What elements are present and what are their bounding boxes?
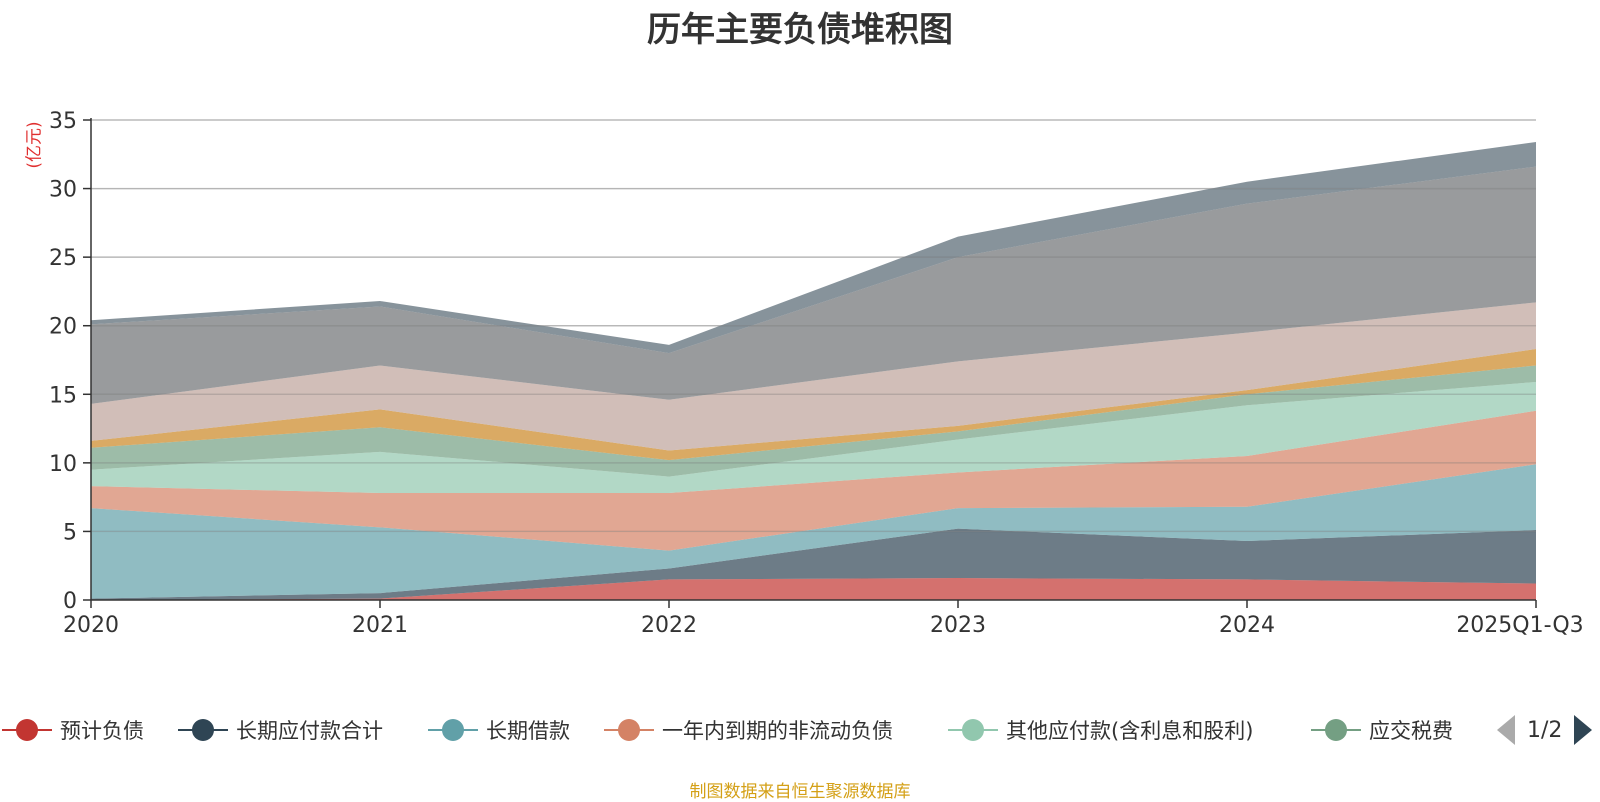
legend-marker-icon xyxy=(604,719,654,741)
legend-label: 应交税费 xyxy=(1369,719,1453,743)
area-series-1 xyxy=(91,578,1536,600)
area-series-6 xyxy=(91,365,1536,477)
y-tick-label: 25 xyxy=(49,246,77,271)
legend-item[interactable]: 其他应付款(含利息和股利) xyxy=(948,710,1253,750)
area-series-3 xyxy=(91,464,1536,599)
legend: 预计负债 长期应付款合计 长期借款 一年内到期的非流动负债 其他应付款(含利息和股利) 应… xyxy=(0,710,1600,750)
y-tick-label: 15 xyxy=(49,383,77,408)
legend-item[interactable]: 长期应付款合计 xyxy=(178,710,383,750)
legend-pager: 1/2 xyxy=(1497,710,1593,750)
legend-marker-icon xyxy=(1311,719,1361,741)
area-series-10 xyxy=(91,141,1536,354)
legend-label: 长期应付款合计 xyxy=(236,719,383,743)
legend-prev-page-icon[interactable] xyxy=(1497,715,1515,745)
area-series-8 xyxy=(91,302,1536,451)
y-tick-label: 30 xyxy=(49,178,77,203)
area-series-5 xyxy=(91,381,1536,494)
legend-item[interactable]: 长期借款 xyxy=(428,710,570,750)
legend-item[interactable]: 预计负债 xyxy=(2,710,144,750)
legend-label: 长期借款 xyxy=(486,719,570,743)
source-note: 制图数据来自恒生聚源数据库 xyxy=(689,782,911,802)
y-tick-label: 10 xyxy=(49,452,77,477)
legend-marker-icon xyxy=(428,719,478,741)
x-tick-label: 2024 xyxy=(1219,613,1275,638)
x-tick-label: 2025Q1-Q3 xyxy=(1456,613,1583,638)
legend-item[interactable]: 应交税费 xyxy=(1311,710,1453,750)
y-tick-label: 0 xyxy=(63,589,77,614)
area-series-9 xyxy=(91,166,1536,404)
legend-label: 其他应付款(含利息和股利) xyxy=(1006,719,1254,743)
x-tick-label: 2021 xyxy=(352,613,408,638)
y-tick-label: 5 xyxy=(63,520,77,545)
area-series-7 xyxy=(91,349,1536,461)
legend-label: 一年内到期的非流动负债 xyxy=(662,719,893,743)
legend-marker-icon xyxy=(178,719,228,741)
legend-item[interactable]: 一年内到期的非流动负债 xyxy=(604,710,893,750)
legend-page-indicator: 1/2 xyxy=(1527,717,1563,743)
x-tick-label: 2022 xyxy=(641,613,697,638)
y-tick-label: 35 xyxy=(49,109,77,134)
x-tick-label: 2020 xyxy=(63,613,119,638)
axes: 0 5 10 15 20 25 30 35 2020 2021 2022 2023 2024 2025Q1… xyxy=(49,109,1584,638)
chart-plot: 0 5 10 15 20 25 30 35 2020 2021 2022 2023 2024 2025Q1… xyxy=(49,109,1584,638)
legend-marker-icon xyxy=(948,719,998,741)
legend-marker-icon xyxy=(2,719,52,741)
legend-next-page-icon[interactable] xyxy=(1574,715,1593,745)
legend-label: 预计负债 xyxy=(60,719,144,743)
y-tick-label: 20 xyxy=(49,315,77,340)
area-series-2 xyxy=(91,528,1536,600)
chart-title: 历年主要负债堆积图 xyxy=(647,10,953,50)
stacked-areas xyxy=(91,119,1536,600)
area-series-4 xyxy=(91,410,1536,551)
x-tick-label: 2023 xyxy=(930,613,986,638)
